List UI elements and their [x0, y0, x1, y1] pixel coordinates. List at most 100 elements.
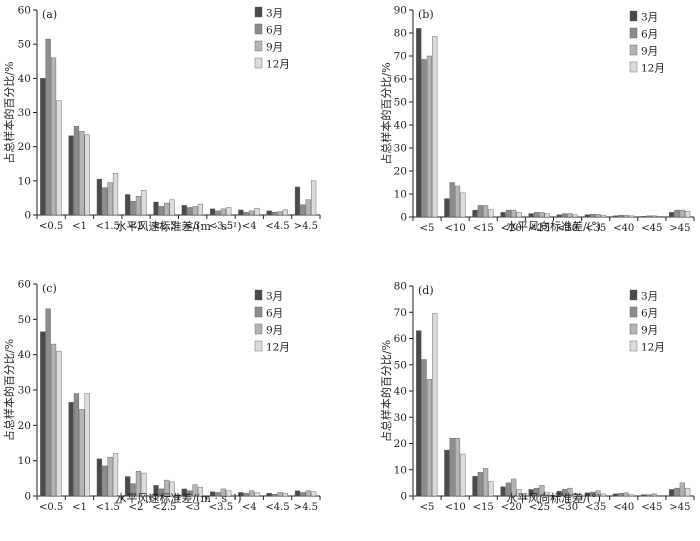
bar-1-3: [96, 178, 102, 216]
bar-1-10: [669, 212, 675, 218]
legend-swatch: [254, 323, 263, 335]
bar-2-2: [449, 182, 455, 218]
y-tick-label: 10: [18, 455, 31, 467]
bar-4-2: [460, 453, 466, 497]
x-axis-title: 水平风向标准差/(°): [506, 491, 601, 505]
bar-2-10: [674, 487, 680, 497]
bar-1-9: [266, 210, 272, 216]
bar-3-3: [107, 456, 113, 497]
x-category-label: <2: [129, 502, 144, 513]
x-category-label: <4: [242, 502, 257, 513]
bar-4-10: [311, 180, 317, 216]
y-tick-label: 70: [394, 307, 407, 319]
legend-label: 3月: [641, 291, 658, 303]
bar-3-6: [567, 487, 573, 497]
bar-1-2: [68, 402, 74, 497]
chart-panel-1: 0 10 20 30 40 50 60 <0.5 <1 <1.5 <2 <2.5 <3 <3.5 <4 <4.…: [2, 5, 321, 233]
bar-2-9: [271, 212, 278, 216]
legend-swatch: [254, 40, 263, 52]
bar-4-7: [600, 214, 606, 218]
x-category-label: <5: [420, 502, 435, 513]
chart-panel-2: 0 10 20 30 40 50 60 70 80 90 <5 <10 <15 <20 <25 <30 <35 <…: [379, 5, 695, 234]
bar-3-8: [623, 492, 629, 497]
bar-2-9: [271, 494, 278, 497]
bar-3-3: [483, 468, 489, 497]
bar-4-5: [169, 481, 175, 497]
legend-label: 12月: [641, 63, 665, 75]
y-tick-label: 40: [394, 386, 407, 398]
x-axis-title: 水平风速标准差/(m · s⁻¹): [115, 491, 241, 505]
x-category-label: <15: [473, 502, 494, 513]
y-tick-label: 30: [18, 385, 31, 397]
bar-3-4: [511, 478, 517, 497]
bar-2-1: [421, 359, 427, 497]
legend-label: 9月: [641, 325, 658, 337]
bar-1-9: [640, 216, 647, 218]
bar-3-5: [164, 479, 170, 497]
x-category-label: <5: [420, 223, 435, 234]
legend-swatch: [254, 23, 263, 35]
x-category-label: <15: [473, 223, 494, 234]
x-category-label: <4: [242, 221, 257, 232]
y-tick-label: 30: [394, 143, 407, 155]
bar-4-10: [685, 211, 691, 218]
panel-label: (a): [42, 8, 57, 21]
y-tick-label: 20: [394, 166, 407, 178]
bar-1-3: [96, 458, 102, 497]
bar-4-9: [656, 216, 663, 218]
x-category-label: <3.5: [209, 502, 233, 513]
y-tick-label: 50: [394, 97, 407, 109]
bar-3-10: [679, 482, 685, 497]
bar-4-3: [112, 173, 119, 216]
bar-1-5: [528, 213, 534, 218]
y-tick-label: 0: [400, 491, 407, 503]
panel-label: (c): [42, 282, 57, 295]
legend-label: 3月: [266, 8, 283, 20]
bar-1-10: [294, 490, 301, 497]
bar-4-4: [516, 212, 522, 218]
bar-2-8: [243, 492, 249, 497]
bar-1-7: [584, 492, 590, 497]
x-category-label: <35: [585, 223, 606, 234]
y-tick-label: 40: [18, 73, 31, 85]
y-tick-label: 80: [394, 281, 407, 293]
bar-1-4: [125, 194, 131, 216]
y-tick-label: 60: [18, 5, 31, 17]
y-tick-label: 0: [400, 212, 407, 224]
legend-swatch: [629, 340, 638, 352]
bar-1-5: [528, 489, 534, 497]
bar-4-1: [432, 36, 438, 218]
bar-3-5: [164, 202, 170, 216]
bar-4-4: [141, 472, 147, 497]
bar-3-9: [277, 492, 283, 497]
bar-3-6: [567, 213, 573, 218]
legend-swatch: [254, 6, 263, 18]
bar-4-1: [56, 100, 62, 216]
bar-4-2: [84, 393, 90, 497]
x-category-label: <1.5: [96, 221, 120, 232]
bar-4-4: [141, 190, 147, 216]
bar-2-4: [505, 482, 511, 497]
legend-swatch: [254, 340, 263, 352]
bar-4-5: [169, 199, 175, 216]
bar-4-6: [197, 486, 204, 497]
bar-2-5: [533, 487, 540, 497]
bar-4-3: [488, 209, 494, 218]
bar-2-1: [45, 38, 51, 216]
bar-3-7: [595, 214, 601, 218]
legend-label: 6月: [266, 25, 283, 37]
bar-1-4: [125, 476, 131, 497]
x-category-label: <2.5: [152, 221, 176, 232]
x-category-label: <30: [557, 223, 578, 234]
x-category-label: <35: [585, 502, 606, 513]
bar-1-2: [444, 198, 450, 218]
x-category-label: <20: [501, 502, 522, 513]
x-axis-title: 水平风速标准差/(m · s⁻¹): [115, 219, 241, 233]
x-category-label: <1.5: [96, 502, 120, 513]
bar-2-2: [73, 393, 80, 497]
bar-3-8: [249, 210, 255, 216]
legend-swatch: [629, 289, 638, 301]
bar-4-5: [544, 213, 550, 218]
y-tick-label: 80: [394, 28, 407, 40]
y-tick-label: 30: [18, 107, 31, 119]
